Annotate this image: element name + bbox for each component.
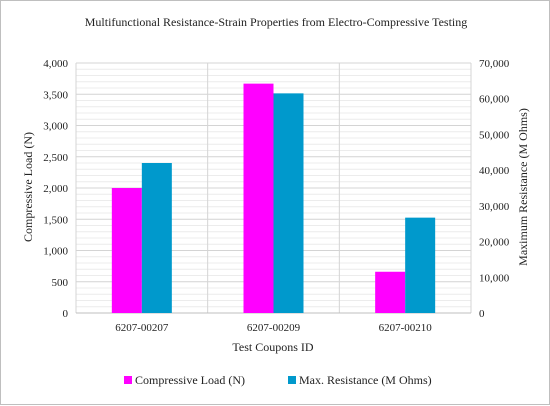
- y-tick-label: 500: [52, 277, 69, 289]
- category-label: 6207-00209: [247, 322, 301, 334]
- legend-swatch-1: [288, 376, 296, 384]
- y2-tick-label: 50,000: [479, 129, 510, 141]
- category-labels: 6207-00207 6207-00209 6207-00210: [115, 322, 432, 334]
- y-tick-label: 1,000: [43, 246, 68, 258]
- y-tick-label: 2,500: [43, 152, 68, 164]
- y-axis-ticks: 0 500 1,000 1,500 2,000 2,500 3,000 3,500 4,000: [43, 58, 68, 320]
- legend-swatch-0: [124, 376, 132, 384]
- y-axis-label: Compressive Load (N): [21, 132, 35, 242]
- legend: Compressive Load (N) Max. Resistance (M …: [124, 373, 432, 387]
- y2-tick-label: 10,000: [479, 272, 510, 284]
- y2-axis-ticks: 0 10,000 20,000 30,000 40,000 50,000 60,000 70,…: [479, 58, 510, 320]
- y-tick-label: 3,500: [43, 89, 68, 101]
- y2-tick-label: 30,000: [479, 201, 510, 213]
- y2-tick-label: 20,000: [479, 237, 510, 249]
- bar-compressive-load: [111, 188, 142, 313]
- category-label: 6207-00207: [115, 322, 169, 334]
- bar-compressive-load: [375, 271, 406, 313]
- y-tick-label: 4,000: [43, 58, 68, 70]
- y2-tick-label: 70,000: [479, 58, 510, 70]
- y-tick-label: 0: [63, 308, 69, 320]
- y2-tick-label: 40,000: [479, 165, 510, 177]
- legend-label-0: Compressive Load (N): [135, 373, 245, 387]
- y2-tick-label: 60,000: [479, 94, 510, 106]
- bar-max-resistance: [273, 93, 304, 313]
- bar-max-resistance: [141, 163, 172, 313]
- bar-max-resistance: [405, 217, 436, 313]
- legend-label-1: Max. Resistance (M Ohms): [299, 373, 432, 387]
- y-tick-label: 3,000: [43, 121, 68, 133]
- y2-tick-label: 0: [479, 308, 485, 320]
- bar-compressive-load: [243, 83, 274, 313]
- bars: [111, 83, 436, 313]
- chart-title: Multifunctional Resistance-Strain Proper…: [85, 15, 468, 29]
- category-label: 6207-00210: [379, 322, 433, 334]
- y2-axis-label: Maximum Resistance (M Ohms): [516, 108, 530, 266]
- y-tick-label: 2,000: [43, 183, 68, 195]
- x-axis-label: Test Coupons ID: [232, 340, 313, 354]
- y-tick-label: 1,500: [43, 214, 68, 226]
